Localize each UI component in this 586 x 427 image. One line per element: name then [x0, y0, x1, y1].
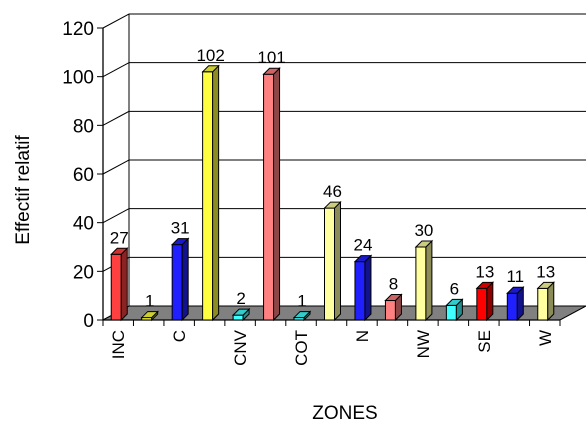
- bar: [536, 281, 555, 322]
- bar-front: [384, 300, 396, 321]
- bar: [170, 237, 190, 322]
- side-gridline: [102, 208, 130, 224]
- data-label: 1: [145, 292, 154, 311]
- bars: [110, 64, 555, 322]
- y-axis-title: Effectif relatif: [13, 135, 34, 245]
- x-tick-label: NW: [414, 330, 433, 358]
- x-tick-labels: INC C CNV COT N NW SE W: [109, 329, 555, 366]
- bar-front: [415, 246, 427, 321]
- bar: [506, 286, 525, 322]
- bar-front: [537, 287, 549, 321]
- x-tick-label: INC: [109, 330, 128, 359]
- data-label: 2: [236, 289, 245, 308]
- x-tick-label: COT: [292, 330, 311, 366]
- data-label: 8: [389, 275, 398, 294]
- bar-top: [414, 240, 434, 248]
- bar-side: [181, 237, 189, 322]
- bar: [231, 307, 251, 322]
- bar-top: [262, 67, 281, 75]
- bar-top: [445, 298, 464, 306]
- y-tick-labels: 0 20 40 60 80 100 120: [62, 19, 94, 332]
- bar-top: [292, 311, 312, 319]
- x-tick-label: CNV: [231, 329, 250, 366]
- side-gridline: [102, 110, 130, 126]
- x-tick-label: SE: [475, 330, 494, 353]
- y-tick-label: 100: [62, 68, 94, 89]
- bar-front: [445, 304, 457, 321]
- side-gridline: [102, 62, 130, 78]
- data-label: 13: [536, 262, 555, 281]
- data-label: 102: [196, 46, 224, 65]
- data-label: 46: [323, 182, 342, 201]
- bar-top: [140, 311, 159, 319]
- bar-top: [201, 65, 220, 73]
- bar-front: [324, 207, 335, 321]
- bar-side: [273, 67, 281, 322]
- bar: [262, 67, 281, 322]
- bar-top: [231, 308, 251, 316]
- bar-top: [384, 294, 403, 302]
- bar: [323, 200, 342, 322]
- data-label: 24: [354, 236, 373, 255]
- data-label: 13: [475, 262, 494, 281]
- bar-top: [170, 238, 190, 246]
- bar: [384, 293, 403, 322]
- data-labels: 27 1 31 102 2 101 1 46 24 8 30 6 13 11 13: [110, 46, 555, 311]
- bar-side: [334, 200, 341, 322]
- bar: [140, 310, 159, 322]
- y-tick-label: 120: [62, 19, 94, 40]
- bar-side: [425, 239, 433, 322]
- bar-top: [475, 281, 495, 289]
- bar-front: [171, 244, 183, 321]
- side-gridline: [102, 13, 130, 29]
- data-label: 1: [297, 292, 306, 311]
- data-label: 30: [414, 221, 433, 240]
- x-tick-label: W: [536, 330, 555, 346]
- bar-front: [232, 314, 244, 321]
- bar: [201, 64, 220, 322]
- bar: [414, 239, 434, 322]
- bar-side: [212, 64, 220, 322]
- bar-side: [364, 254, 372, 322]
- y-tick-label: 60: [73, 165, 94, 186]
- bar-top: [323, 201, 342, 209]
- bar-top: [353, 255, 373, 263]
- bar: [353, 254, 373, 322]
- bar-front: [110, 253, 122, 321]
- x-tick-label: N: [353, 330, 372, 342]
- bar-side: [120, 247, 128, 322]
- y-tick-label: 20: [73, 262, 94, 283]
- data-label: 31: [171, 219, 190, 238]
- bar-front: [202, 71, 214, 321]
- x-axis-title: ZONES: [312, 403, 377, 424]
- bar: [292, 310, 312, 322]
- side-gridline: [102, 159, 130, 175]
- y-tick-label: 0: [83, 311, 94, 332]
- bar-front: [476, 287, 488, 321]
- bar-front: [263, 73, 275, 321]
- data-label: 27: [110, 228, 129, 247]
- bar: [475, 281, 495, 322]
- bar-top: [506, 286, 525, 294]
- x-tick-label: C: [170, 330, 189, 342]
- bar-top: [110, 247, 129, 255]
- bar-top: [536, 281, 555, 289]
- y-tick-label: 40: [73, 214, 94, 235]
- data-label: 6: [450, 279, 459, 298]
- bar: [110, 247, 129, 322]
- y-tick-label: 80: [73, 116, 94, 137]
- bar-front: [506, 292, 518, 321]
- bar-front: [354, 261, 366, 321]
- data-label: 101: [257, 48, 285, 67]
- bar: [445, 298, 464, 322]
- data-label: 11: [506, 267, 524, 286]
